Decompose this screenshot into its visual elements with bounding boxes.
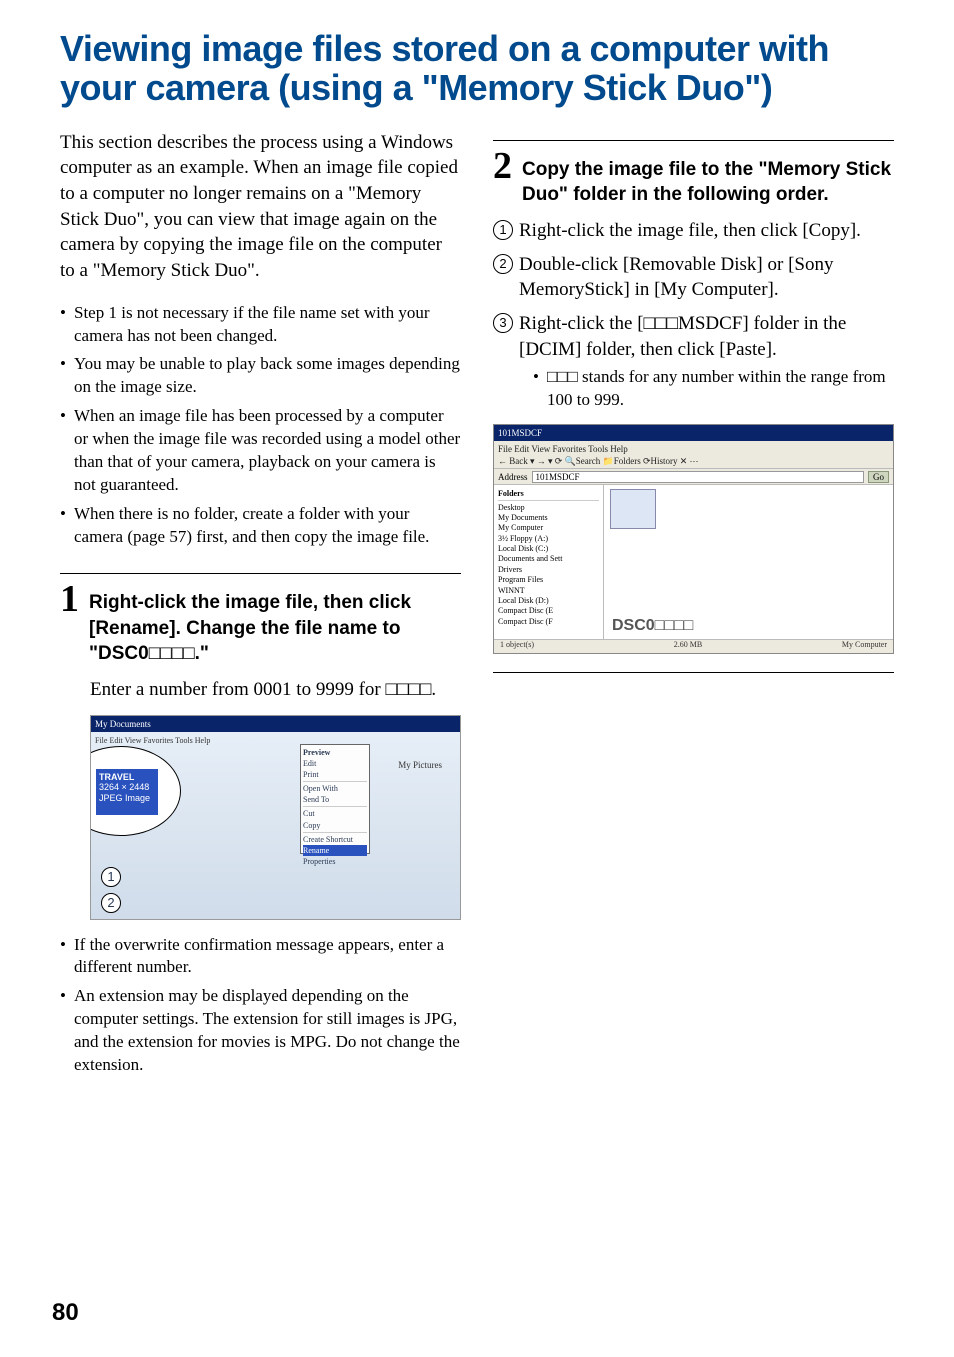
note-item: Step 1 is not necessary if the file name… (60, 302, 461, 348)
thumbnail-icon (610, 489, 656, 529)
status-right: My Computer (842, 640, 887, 653)
tree-item: WINNT (498, 586, 599, 596)
ctx-item: Create Shortcut (303, 834, 367, 845)
tree-item: My Documents (498, 513, 599, 523)
folder-tree: Folders Desktop My Documents My Computer… (494, 485, 604, 654)
tree-item: Drivers (498, 565, 599, 575)
address-label: Address (498, 472, 528, 482)
step-2-subs: 1 Right-click the image file, then click… (493, 218, 894, 412)
window-title: My Documents (91, 716, 460, 732)
ctx-item: Copy (303, 820, 367, 831)
ctx-item: Open With (303, 783, 367, 794)
status-bar: 1 object(s) 2.60 MB My Computer (494, 639, 893, 653)
thumb-line: 3264 × 2448 (99, 782, 155, 793)
page-title: Viewing image files stored on a computer… (60, 30, 894, 108)
window-title: 101MSDCF (494, 425, 893, 441)
ctx-item: Cut (303, 808, 367, 819)
tree-item: Local Disk (D:) (498, 596, 599, 606)
tree-item: My Computer (498, 523, 599, 533)
nav-row: ← Back ▾ → ▾ ⟳ 🔍Search 📁Folders ⟳History… (498, 455, 889, 467)
status-left: 1 object(s) (500, 640, 534, 653)
tree-item: Compact Disc (E (498, 606, 599, 616)
step-number: 1 (60, 580, 79, 618)
sub-text: Right-click the [□□□MSDCF] folder in the… (519, 313, 846, 360)
tree-item: Program Files (498, 575, 599, 585)
tree-item: Compact Disc (F (498, 617, 599, 627)
step-number: 2 (493, 147, 512, 185)
page-number: 80 (52, 1299, 79, 1327)
inner-notes: □□□ stands for any number within the ran… (519, 366, 894, 412)
circled-number: 1 (493, 220, 513, 240)
sub-item: 2 Double-click [Removable Disk] or [Sony… (493, 252, 894, 303)
window-body: Folders Desktop My Documents My Computer… (494, 485, 893, 654)
intro-text: This section describes the process using… (60, 130, 461, 284)
ctx-item: Print (303, 769, 367, 780)
note-item: You may be unable to play back some imag… (60, 353, 461, 399)
divider (493, 672, 894, 673)
callout-2: 2 (101, 893, 121, 913)
callout-1: 1 (101, 867, 121, 887)
thumb-line: JPEG Image (99, 793, 155, 804)
left-column: This section describes the process using… (60, 130, 461, 1101)
status-mid: 2.60 MB (674, 640, 702, 653)
step-1-heading: Right-click the image file, then click [… (89, 580, 461, 667)
thumb-line: TRAVEL (99, 772, 155, 783)
divider (60, 573, 461, 574)
step-1-afternotes: If the overwrite confirmation message ap… (60, 934, 461, 1078)
divider (493, 140, 894, 141)
tree-item: Desktop (498, 503, 599, 513)
tree-item: 3½ Floppy (A:) (498, 534, 599, 544)
menu-row: File Edit View Favorites Tools Help (498, 443, 889, 455)
sub-item: 3 Right-click the [□□□MSDCF] folder in t… (493, 311, 894, 412)
ctx-item: Send To (303, 794, 367, 805)
go-button: Go (868, 471, 889, 483)
inner-note: □□□ stands for any number within the ran… (533, 366, 894, 412)
tree-item: Documents and Sett (498, 554, 599, 564)
note-item: When there is no folder, create a folder… (60, 503, 461, 549)
ctx-item: Properties (303, 856, 367, 867)
window-body: File Edit View Favorites Tools Help My M… (91, 732, 460, 749)
tree-item: Local Disk (C:) (498, 544, 599, 554)
sub-text: Double-click [Removable Disk] or [Sony M… (519, 254, 833, 301)
circled-number: 3 (493, 313, 513, 333)
sub-item: 1 Right-click the image file, then click… (493, 218, 894, 244)
ctx-item: Preview (303, 747, 367, 758)
right-column: 2 Copy the image file to the "Memory Sti… (493, 130, 894, 1101)
intro-notes: Step 1 is not necessary if the file name… (60, 302, 461, 549)
circled-number: 2 (493, 254, 513, 274)
ctx-item-highlight: Rename (303, 845, 367, 856)
dsc-label: DSC0□□□□ (612, 617, 693, 635)
note-item: When an image file has been processed by… (60, 405, 461, 497)
note-item: An extension may be displayed depending … (60, 985, 461, 1077)
thumbnail-zoom: TRAVEL 3264 × 2448 JPEG Image (90, 746, 181, 836)
two-columns: This section describes the process using… (60, 130, 894, 1101)
step-1-screenshot: My Documents File Edit View Favorites To… (90, 715, 461, 920)
step-2: 2 Copy the image file to the "Memory Sti… (493, 147, 894, 208)
ctx-item: Edit (303, 758, 367, 769)
context-menu: Preview Edit Print Open With Send To Cut… (300, 744, 370, 854)
step-1: 1 Right-click the image file, then click… (60, 580, 461, 667)
folder-view: DSC0□□□□ (604, 485, 893, 654)
sub-text: Right-click the image file, then click [… (519, 220, 861, 241)
address-value: 101MSDCF (532, 471, 865, 483)
step-2-heading: Copy the image file to the "Memory Stick… (522, 147, 894, 208)
step-2-screenshot: 101MSDCF File Edit View Favorites Tools … (493, 424, 894, 654)
step-1-body: Enter a number from 0001 to 9999 for □□□… (90, 677, 461, 703)
note-item: If the overwrite confirmation message ap… (60, 934, 461, 980)
window-toolbar: File Edit View Favorites Tools Help ← Ba… (494, 441, 893, 469)
